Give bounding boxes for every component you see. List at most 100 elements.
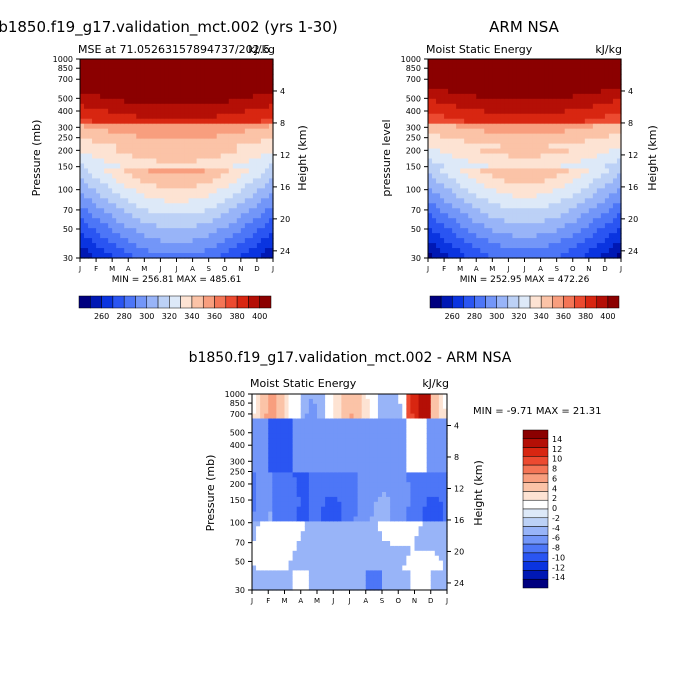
heatmap-cell <box>488 193 493 199</box>
heatmap-cell <box>232 158 238 165</box>
heatmap-cell <box>308 521 314 527</box>
heatmap-cell <box>532 68 538 75</box>
heatmap-cell <box>216 138 222 145</box>
heatmap-cell <box>312 526 318 532</box>
heatmap-cell <box>200 123 206 130</box>
heatmap-cell <box>325 580 330 586</box>
heatmap-cell <box>560 118 566 125</box>
heatmap-cell <box>260 138 266 145</box>
heatmap-cell <box>268 118 274 125</box>
heatmap-cell <box>292 555 298 562</box>
heatmap-cell <box>268 88 274 95</box>
heatmap-cell <box>536 83 542 90</box>
heatmap-cell <box>236 238 242 244</box>
heatmap-cell <box>500 143 505 150</box>
heatmap-cell <box>516 88 522 95</box>
heatmap-cell <box>256 223 262 229</box>
heatmap-cell <box>268 565 273 571</box>
heatmap-cell <box>88 78 93 85</box>
heatmap-cell <box>292 403 298 410</box>
heatmap-cell <box>228 123 234 130</box>
heatmap-cell <box>136 153 141 160</box>
heatmap-cell <box>532 238 538 244</box>
heatmap-cell <box>204 73 210 80</box>
heatmap-cell <box>268 128 274 135</box>
heatmap-cell <box>516 228 522 234</box>
heatmap-cell <box>276 580 282 586</box>
heatmap-cell <box>92 128 97 135</box>
heatmap-cell <box>116 123 121 130</box>
heatmap-cell <box>268 68 274 75</box>
heatmap-cell <box>264 103 270 110</box>
heatmap-cell <box>96 198 101 204</box>
heatmap-cell <box>212 133 218 140</box>
heatmap-cell <box>156 228 162 234</box>
heatmap-cell <box>317 482 322 488</box>
heatmap-cell <box>248 123 254 130</box>
heatmap-cell <box>252 238 258 244</box>
heatmap-cell <box>196 123 202 130</box>
heatmap-cell <box>321 443 326 449</box>
heatmap-cell <box>496 228 501 234</box>
heatmap-cell <box>212 103 218 110</box>
month-tick-label: F <box>94 265 98 273</box>
heatmap-cell <box>325 413 330 420</box>
panel-model: b1850.f19_g17.validation_mct.002 (yrs 1-… <box>0 18 338 321</box>
heatmap-cell <box>612 183 618 189</box>
heatmap-cell <box>292 496 298 503</box>
heatmap-cell <box>216 88 222 95</box>
heatmap-cell <box>556 113 562 120</box>
heatmap-cell <box>136 163 141 170</box>
heatmap-cell <box>436 103 441 110</box>
heatmap-cell <box>244 88 250 95</box>
heatmap-cell <box>280 408 286 415</box>
heatmap-cell <box>616 133 622 140</box>
heatmap-cell <box>184 133 190 140</box>
heatmap-cell <box>520 213 526 219</box>
heatmap-cell <box>337 447 342 454</box>
heatmap-cell <box>576 163 582 170</box>
heatmap-cell <box>292 531 298 537</box>
colorbar-swatch <box>112 295 125 309</box>
colorbar-label: 320 <box>162 312 177 321</box>
heatmap-cell <box>260 531 265 537</box>
heatmap-cell <box>256 482 261 488</box>
heatmap-cell <box>317 580 322 586</box>
heatmap-cell <box>552 113 558 120</box>
heatmap-cell <box>333 413 338 420</box>
heatmap-cell <box>480 178 485 184</box>
heatmap-cell <box>280 501 286 508</box>
heatmap-cell <box>256 398 261 405</box>
heatmap-cell <box>341 555 347 562</box>
heatmap-cell <box>140 238 145 244</box>
heatmap-cell <box>244 133 250 140</box>
heatmap-cell <box>92 68 97 75</box>
heatmap-cell <box>488 93 493 100</box>
heatmap-cell <box>568 193 574 199</box>
heatmap-cell <box>248 78 254 85</box>
heatmap-cell <box>296 511 302 518</box>
heatmap-cell <box>500 243 505 249</box>
heatmap-cell <box>552 203 558 209</box>
heatmap-cell <box>288 403 294 410</box>
heatmap-cell <box>172 83 178 90</box>
heatmap-cell <box>612 233 618 239</box>
colorbar-swatch <box>248 295 260 309</box>
heatmap-cell <box>144 248 149 254</box>
heatmap-cell <box>456 108 461 115</box>
heatmap-cell <box>317 511 322 518</box>
heatmap-cell <box>256 208 262 214</box>
heatmap-cell <box>168 83 174 90</box>
heatmap-cell <box>244 93 250 100</box>
heatmap-cell <box>248 213 254 219</box>
heatmap-cell <box>176 208 182 214</box>
heatmap-cell <box>220 188 226 194</box>
heatmap-cell <box>317 570 322 576</box>
heatmap-cell <box>116 143 121 150</box>
heatmap-cell <box>156 233 162 239</box>
heatmap-cell <box>568 108 574 115</box>
heatmap-cell <box>576 113 582 120</box>
heatmap-cell <box>120 83 125 90</box>
heatmap-cell <box>256 506 261 513</box>
heatmap-cell <box>476 188 481 194</box>
